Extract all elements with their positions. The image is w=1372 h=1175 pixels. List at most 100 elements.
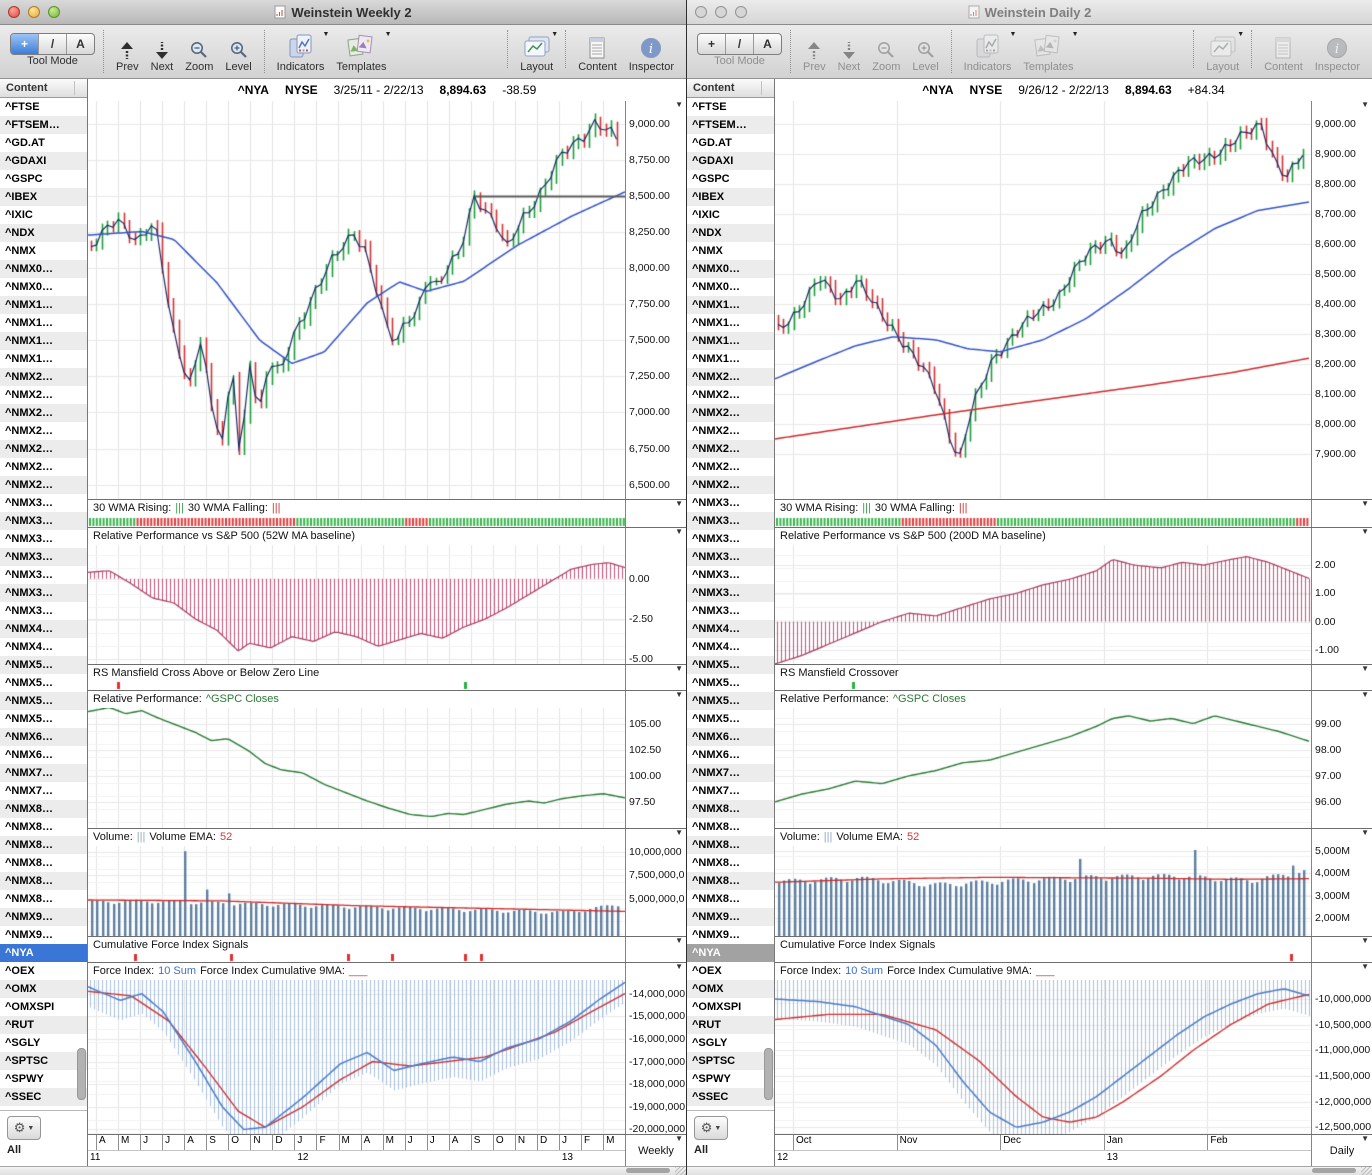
zoom-in-button[interactable]: Level xyxy=(912,28,939,73)
symbol-list-item[interactable]: ^GDAXI xyxy=(0,152,87,170)
symbol-list-item[interactable]: ^NMX3… xyxy=(5,569,53,581)
symbol-list-item[interactable]: ^NMX8… xyxy=(687,872,774,890)
sidebar-header[interactable]: Content xyxy=(687,79,774,98)
symbol-list-item[interactable]: ^NMX4… xyxy=(687,620,774,638)
symbol-list-item[interactable]: ^NMX8… xyxy=(5,857,53,869)
symbol-list-item[interactable]: ^IBEX xyxy=(687,188,774,206)
symbol-list-item[interactable]: ^NMX6… xyxy=(687,728,774,746)
pane-menu-icon[interactable]: ▼ xyxy=(1361,962,1369,971)
pane-menu-icon[interactable]: ▼ xyxy=(1361,527,1369,536)
pane-menu-icon[interactable]: ▼ xyxy=(675,690,683,699)
symbol-list-item[interactable]: ^RUT xyxy=(687,1016,774,1034)
pane-menu-icon[interactable]: ▼ xyxy=(1361,499,1369,508)
symbol-list-item[interactable]: ^NMX5… xyxy=(692,677,740,689)
symbol-list[interactable]: ^FTSE ^FTSEM… ^GD.AT ^GDAXI ^GSPC ^IBEX ^IXIC ^… xyxy=(687,98,774,1110)
symbol-list-item[interactable]: ^NMX2… xyxy=(687,440,774,458)
next-button[interactable]: Next xyxy=(838,28,860,73)
symbol-list-item[interactable]: ^NMX3… xyxy=(5,497,53,509)
rs-mansfield-signal-strip[interactable] xyxy=(775,681,1311,690)
rs-mansfield-signal-strip[interactable] xyxy=(88,681,625,690)
sidebar-header[interactable]: Content xyxy=(0,79,87,98)
symbol-list-item[interactable]: ^OMXSPI xyxy=(692,1001,742,1013)
tool-text-button[interactable]: A xyxy=(753,34,781,54)
tool-text-button[interactable]: A xyxy=(66,34,94,54)
symbol-list-item[interactable]: ^NMX8… xyxy=(5,821,53,833)
symbol-list-item[interactable]: ^IBEX xyxy=(0,188,87,206)
symbol-list-item[interactable]: ^NMX3… xyxy=(687,512,774,530)
symbol-list-item[interactable]: ^OEX xyxy=(5,965,35,977)
symbol-list-item[interactable]: ^NMX5… xyxy=(692,713,740,725)
symbol-list-item[interactable]: ^NMX9… xyxy=(692,929,740,941)
relative-performance-line-chart[interactable] xyxy=(88,708,625,828)
symbol-list-item[interactable]: ^IXIC xyxy=(692,209,720,221)
symbol-list-item[interactable]: ^NMX2… xyxy=(687,404,774,422)
symbol-list-item[interactable]: ^NDX xyxy=(0,224,87,242)
symbol-list-item[interactable]: ^NMX xyxy=(692,245,723,257)
symbol-list-item[interactable]: ^NMX6… xyxy=(692,749,740,761)
symbol-list-item[interactable]: ^NMX2… xyxy=(5,425,53,437)
force-index-signal-strip[interactable] xyxy=(775,953,1311,962)
symbol-list-item[interactable]: ^NMX8… xyxy=(0,800,87,818)
symbol-list-item[interactable]: ^NMX5… xyxy=(687,656,774,674)
symbol-list-item[interactable]: ^VIX xyxy=(0,1106,87,1110)
pane-menu-icon[interactable]: ▼ xyxy=(1361,664,1369,673)
symbol-list-item[interactable]: ^NMX3… xyxy=(692,497,740,509)
relative-performance-histogram[interactable] xyxy=(775,545,1311,664)
symbol-list-item[interactable]: ^NMX1… xyxy=(687,332,774,350)
inspector-button[interactable]: i Inspector xyxy=(629,28,674,73)
symbol-list-item[interactable]: ^SPTSC xyxy=(0,1052,87,1070)
relative-performance-histogram[interactable] xyxy=(88,545,625,664)
symbol-list-item[interactable]: ^VIX xyxy=(687,1106,774,1110)
symbol-list-item[interactable]: ^NMX4… xyxy=(0,620,87,638)
symbol-list-item[interactable]: ^FTSEM… xyxy=(687,116,774,134)
symbol-list-item[interactable]: ^NMX5… xyxy=(687,692,774,710)
symbol-list-item[interactable]: ^NMX2… xyxy=(0,404,87,422)
symbol-list-item[interactable]: ^NMX7… xyxy=(5,785,53,797)
symbol-list-item[interactable]: ^NMX1… xyxy=(0,296,87,314)
symbol-list-item[interactable]: ^GD.AT xyxy=(692,137,732,149)
symbol-list-item[interactable]: ^NMX4… xyxy=(5,641,53,653)
next-button[interactable]: Next xyxy=(151,28,173,73)
zoom-in-button[interactable]: Level xyxy=(225,28,252,73)
symbol-list-item[interactable]: ^NMX3… xyxy=(687,584,774,602)
indicators-button[interactable]: ▼ Indicators xyxy=(964,28,1017,73)
symbol-list-item[interactable]: ^NMX3… xyxy=(692,533,740,545)
symbol-list-item[interactable]: ^NMX1… xyxy=(5,353,53,365)
symbol-list-item[interactable]: ^GSPC xyxy=(692,173,730,185)
symbol-list-item[interactable]: ^NMX8… xyxy=(0,836,87,854)
symbol-list-item[interactable]: ^NMX2… xyxy=(5,461,53,473)
wma-signal-strip[interactable] xyxy=(775,517,1311,527)
pane-menu-icon[interactable]: ▼ xyxy=(675,499,683,508)
pane-menu-icon[interactable]: ▼ xyxy=(675,936,683,945)
tool-crosshair-button[interactable]: + xyxy=(11,34,38,54)
symbol-list-item[interactable]: ^NMX2… xyxy=(5,389,53,401)
symbol-list-item[interactable]: ^RUT xyxy=(0,1016,87,1034)
pane-menu-icon[interactable]: ▼ xyxy=(675,962,683,971)
symbol-list-item[interactable]: ^NMX3… xyxy=(0,512,87,530)
force-index-chart[interactable] xyxy=(88,980,625,1134)
symbol-list-item[interactable]: ^NMX2… xyxy=(692,461,740,473)
resize-grip-icon[interactable] xyxy=(1361,1167,1372,1175)
symbol-list-item[interactable]: ^NMX8… xyxy=(692,857,740,869)
gear-button[interactable]: ⚙ ▼ xyxy=(7,1116,41,1140)
pane-menu-icon[interactable]: ▼ xyxy=(1361,690,1369,699)
main-price-chart[interactable] xyxy=(88,101,625,499)
symbol-list-item[interactable]: ^NMX8… xyxy=(687,800,774,818)
symbol-list-item[interactable]: ^NMX6… xyxy=(0,728,87,746)
pane-menu-icon[interactable]: ▼ xyxy=(675,828,683,837)
symbol-list-item[interactable]: ^NMX2… xyxy=(687,476,774,494)
symbol-list-item[interactable]: ^NMX2… xyxy=(692,389,740,401)
inspector-button[interactable]: i Inspector xyxy=(1315,28,1360,73)
layout-button[interactable]: ▼ Layout xyxy=(1206,28,1244,73)
volume-chart[interactable] xyxy=(88,846,625,936)
symbol-list-item[interactable]: ^NMX0… xyxy=(687,260,774,278)
main-price-chart[interactable] xyxy=(775,101,1311,499)
symbol-list-item[interactable]: ^NMX2… xyxy=(0,368,87,386)
close-button[interactable] xyxy=(8,6,20,18)
tool-line-button[interactable]: / xyxy=(38,34,66,54)
zoom-out-button[interactable]: Zoom xyxy=(185,28,213,73)
force-index-chart[interactable] xyxy=(775,980,1311,1134)
symbol-list-item[interactable]: ^SPWY xyxy=(5,1073,44,1085)
symbol-list-item[interactable]: ^NMX2… xyxy=(692,425,740,437)
symbol-list-item[interactable]: ^NMX3… xyxy=(692,605,740,617)
